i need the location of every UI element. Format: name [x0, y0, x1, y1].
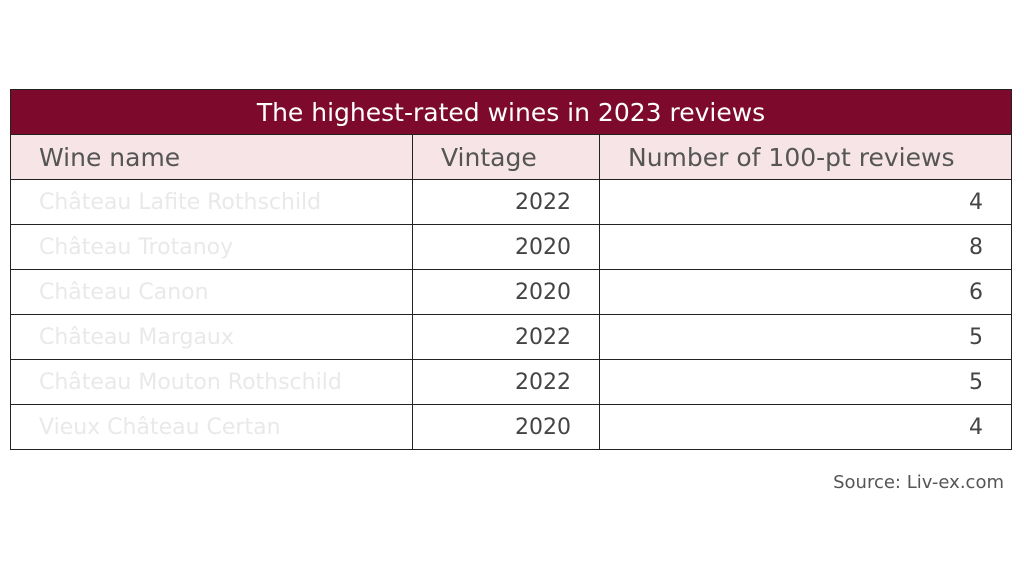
table-row: Château Lafite Rothschild 2022 4 — [10, 179, 1012, 225]
table-cell: Château Canon — [10, 269, 413, 315]
table-cell: 5 — [599, 359, 1012, 405]
header-cell: Vintage — [412, 134, 600, 180]
table-cell: Château Trotanoy — [10, 224, 413, 270]
header-cell: Number of 100-pt reviews — [599, 134, 1012, 180]
table-cell: 5 — [599, 314, 1012, 360]
table-body: Wine name Vintage Number of 100-pt revie… — [10, 134, 1012, 450]
table-cell: 8 — [599, 224, 1012, 270]
table-cell: 4 — [599, 404, 1012, 450]
table-cell: 2020 — [412, 269, 600, 315]
table-row: Vieux Château Certan 2020 4 — [10, 404, 1012, 450]
header-cell: Wine name — [10, 134, 413, 180]
header-row: Wine name Vintage Number of 100-pt revie… — [10, 134, 1012, 180]
table-cell: 2022 — [412, 314, 600, 360]
table-cell: Château Lafite Rothschild — [10, 179, 413, 225]
table-cell: 2020 — [412, 224, 600, 270]
table-cell: Vieux Château Certan — [10, 404, 413, 450]
wine-table: The highest-rated wines in 2023 reviews … — [10, 89, 1012, 450]
table-cell: 4 — [599, 179, 1012, 225]
table-row: Château Canon 2020 6 — [10, 269, 1012, 315]
table-cell: Château Mouton Rothschild — [10, 359, 413, 405]
table-cell: 6 — [599, 269, 1012, 315]
table-title: The highest-rated wines in 2023 reviews — [10, 89, 1012, 135]
table-cell: Château Margaux — [10, 314, 413, 360]
table-row: Château Mouton Rothschild 2022 5 — [10, 359, 1012, 405]
table-cell: 2022 — [412, 179, 600, 225]
table-cell: 2022 — [412, 359, 600, 405]
table-row: Château Margaux 2022 5 — [10, 314, 1012, 360]
source: Source: Liv-ex.com — [833, 472, 1004, 493]
table-cell: 2020 — [412, 404, 600, 450]
table-row: Château Trotanoy 2020 8 — [10, 224, 1012, 270]
